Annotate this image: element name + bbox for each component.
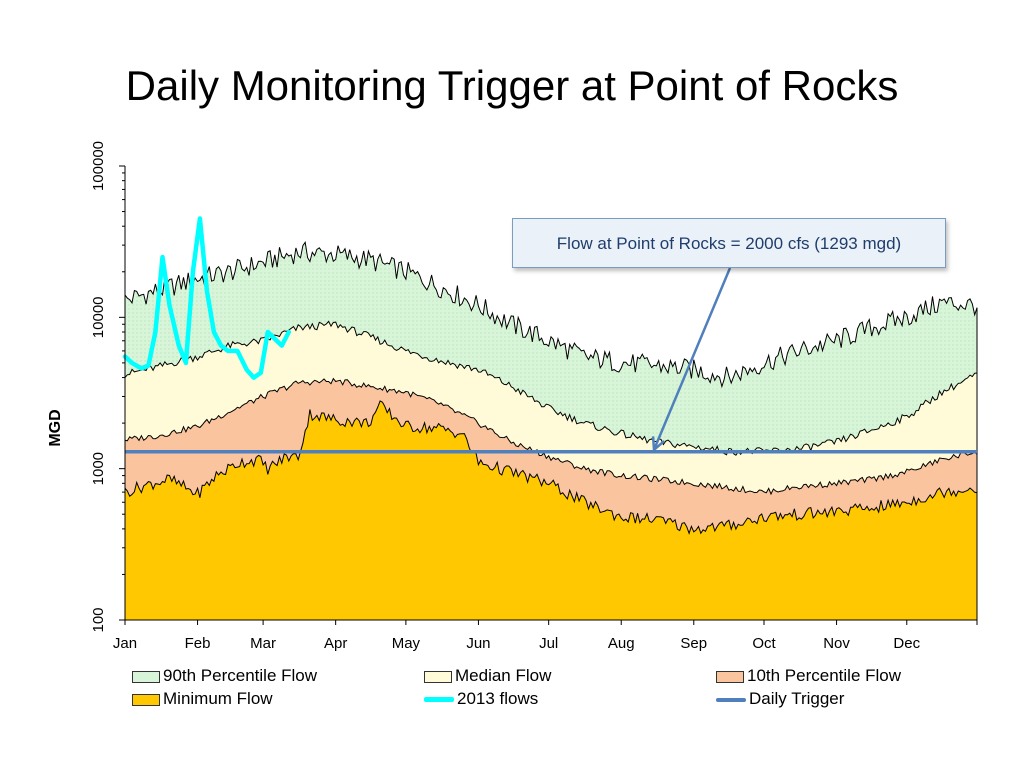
x-tick-label: Feb [185,635,211,652]
area-layer [124,240,978,621]
annotation-callout: Flow at Point of Rocks = 2000 cfs (1293 … [512,218,946,268]
legend-swatch-trigger [716,697,746,702]
x-tick-label: Oct [752,635,776,652]
y-tick-label: 100 [90,607,107,632]
legend-label-median: Median Flow [455,666,552,685]
y-tick-label: 1000 [90,452,107,485]
axes: 100 1000 10000 100000 Jan Feb Mar Apr May Jun Jul A… [90,141,978,652]
series-2013-flows [122,216,292,380]
x-tick-label: Dec [893,635,920,652]
legend-swatch-2013 [424,697,454,703]
annotation-arrow [652,267,732,451]
y-tick-label: 10000 [90,296,107,338]
legend-item-minimum: Minimum Flow [132,689,273,709]
y-axis-label: MGD [47,409,64,446]
legend-swatch-10th [716,670,744,683]
x-tick-label: Jan [113,635,137,652]
y-tick-label: 100000 [90,141,107,191]
x-tick-label: Jun [466,635,490,652]
legend-label-10th: 10th Percentile Flow [747,666,902,685]
legend-swatch-median [424,670,452,683]
legend-item-90th: 90th Percentile Flow [132,666,317,686]
slide-title: Daily Monitoring Trigger at Point of Roc… [125,62,899,109]
legend-item-2013: 2013 flows [424,689,538,709]
legend-item-trigger: Daily Trigger [716,689,844,709]
legend-item-median: Median Flow [424,666,551,686]
line-layer [122,216,977,454]
legend-label-2013: 2013 flows [457,689,539,708]
legend-item-10th: 10th Percentile Flow [716,666,901,686]
x-tick-label: Sep [680,635,707,652]
x-tick-label: Nov [823,635,850,652]
legend-label-90th: 90th Percentile Flow [163,666,318,685]
x-tick-label: Jul [539,635,558,652]
legend-swatch-90th [132,670,160,683]
x-tick-label: Mar [250,635,276,652]
legend-label-minimum: Minimum Flow [163,689,273,708]
x-tick-label: Apr [324,635,347,652]
legend-label-trigger: Daily Trigger [749,689,845,708]
annotation-arrowhead [651,436,665,453]
x-tick-label: Aug [608,635,635,652]
area-minimum [124,400,978,621]
legend-swatch-minimum [132,693,160,706]
x-tick-label: May [392,635,421,652]
